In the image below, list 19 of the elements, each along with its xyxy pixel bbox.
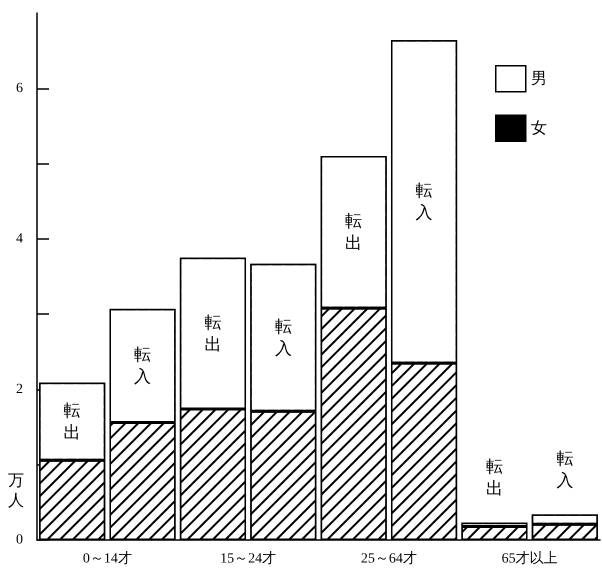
annotation: 転出 <box>64 400 81 442</box>
annotation: 転出 <box>345 212 362 253</box>
annotation: 転入 <box>134 345 152 386</box>
x-tick-label: 0～14才 <box>82 550 132 566</box>
y-tick-label: 6 <box>16 80 23 96</box>
annotation: 転入 <box>274 316 292 358</box>
y-axis-title: 万人 <box>8 472 24 510</box>
annotation: 転出 <box>204 312 222 354</box>
y-tick-label: 0 <box>16 532 23 548</box>
x-tick-label: 25～64才 <box>360 550 417 566</box>
x-tick-label: 65才以上 <box>502 550 558 566</box>
annotation: 転入 <box>556 448 574 490</box>
y-tick-label: 4 <box>16 231 23 246</box>
legend-label: 女 <box>530 120 547 137</box>
annotation: 転出 <box>486 457 503 498</box>
x-tick-label: 15～24才 <box>220 550 276 566</box>
y-tick-label: 2 <box>16 382 23 397</box>
annotation: 転入 <box>416 181 433 222</box>
legend-label: 男 <box>530 70 547 88</box>
